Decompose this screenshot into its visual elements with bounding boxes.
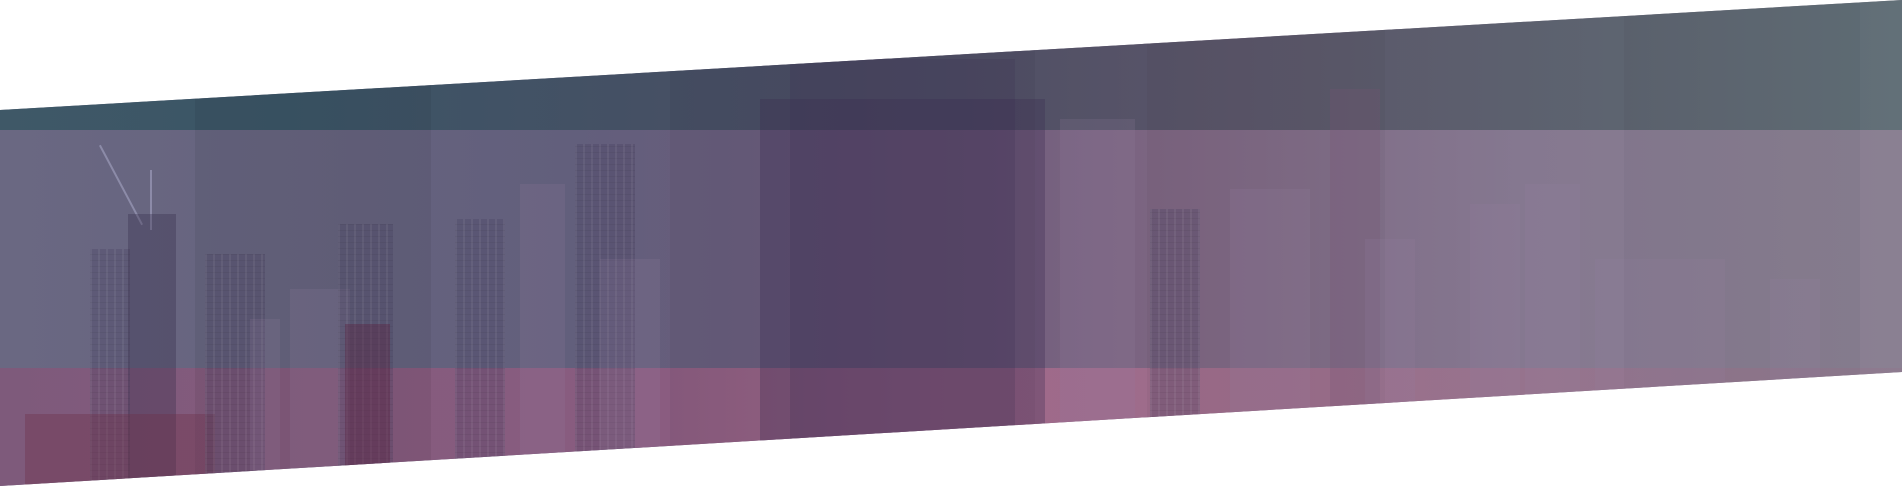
skyline-building [1365, 239, 1415, 486]
construction-crane [150, 170, 152, 230]
skyline-building [128, 214, 176, 486]
skyline-building [1150, 209, 1200, 486]
skyline-building [600, 259, 660, 486]
skyline-building [1770, 279, 1820, 486]
skyline-building [575, 144, 635, 486]
skyline-building [1595, 259, 1725, 486]
banner-panel-strip [1624, 0, 1860, 486]
skyline-building [205, 254, 265, 486]
central-skyscraper-upper [790, 59, 1015, 486]
skyline-building [290, 289, 350, 486]
skyline-building [520, 184, 565, 486]
skyline-building [1230, 189, 1310, 486]
banner-panel-strip [670, 0, 1035, 486]
skyline-building [1525, 184, 1580, 486]
skyline-building [25, 414, 215, 486]
skyline-building [1470, 204, 1520, 486]
skyline-building [250, 319, 280, 486]
skyline-building [455, 219, 505, 486]
skyline-building [338, 224, 393, 486]
central-skyscraper [760, 99, 1045, 486]
skyline-building [90, 249, 130, 486]
skyline-building [1060, 119, 1135, 486]
skyline-building [345, 324, 390, 486]
